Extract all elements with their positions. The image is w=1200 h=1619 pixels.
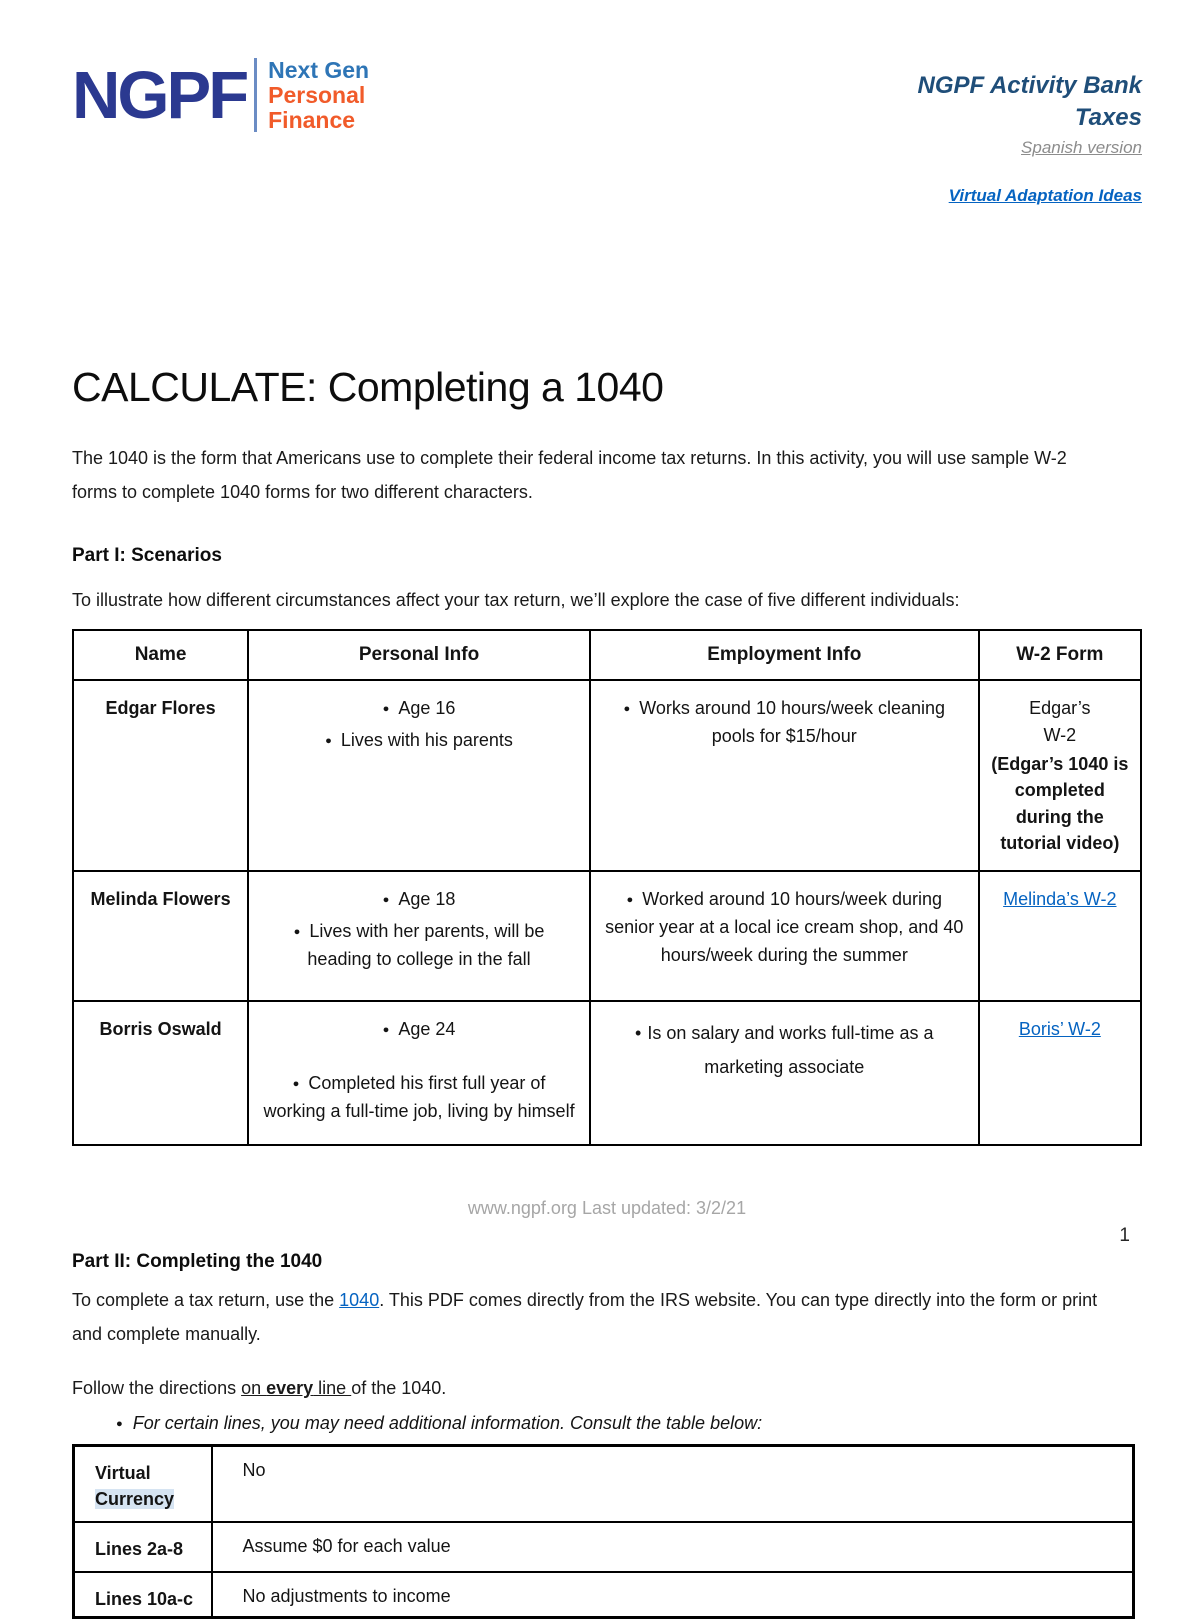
personal-info-cell: Age 18 Lives with her parents, will be h…	[247, 869, 591, 1002]
consult-table-bullet: For certain lines, you may need addition…	[116, 1413, 1142, 1434]
personal-bullet: Lives with his parents	[259, 727, 579, 755]
w2-form-cell: Melinda’s W-2	[977, 869, 1143, 1002]
intro-paragraph: The 1040 is the form that Americans use …	[72, 447, 1067, 502]
scenarios-table: Name Personal Info Employment Info W-2 F…	[71, 629, 1143, 1146]
part2-heading: Part II: Completing the 1040	[72, 1250, 323, 1272]
header-name: Name	[71, 629, 250, 682]
currency-highlighted-label: Currency	[95, 1489, 175, 1510]
follow-bold-every: every	[266, 1378, 314, 1399]
part2-paragraph-post: . This PDF comes directly from the IRS w…	[72, 1289, 1098, 1344]
boris-w2-link[interactable]: Boris’ W-2	[1018, 1018, 1101, 1039]
table-row-lines-10a-c: Lines 10a-c No adjustments to income	[72, 1570, 1134, 1619]
form-1040-link[interactable]: 1040	[339, 1289, 380, 1310]
additional-info-table: Virtual Currency No Lines 2a-8 Assume $0…	[72, 1444, 1135, 1619]
virtual-label: Virtual	[95, 1463, 151, 1484]
name-cell: Borris Oswald	[71, 999, 250, 1146]
logo-wordmark-line1: Next Gen	[268, 57, 370, 83]
personal-bullet: Lives with her parents, will be heading …	[259, 918, 579, 974]
subject-label: Taxes	[1074, 104, 1142, 132]
part1-lead: To illustrate how different circumstance…	[72, 590, 960, 611]
name-cell: Edgar Flores	[71, 679, 250, 872]
personal-bullet: Completed his first full year of working…	[259, 1070, 579, 1126]
ngpf-logo-acronym: NGPF	[72, 57, 249, 133]
table-row-edgar: Edgar Flores Age 16 Lives with his paren…	[71, 679, 1143, 872]
table-row-lines-2a-8: Lines 2a-8 Assume $0 for each value	[72, 1520, 1134, 1573]
page-number: 1	[1119, 1224, 1130, 1246]
row-value-cell: No adjustments to income	[210, 1570, 1134, 1619]
table-row-virtual-currency: Virtual Currency No	[72, 1444, 1134, 1523]
table-header-row: Name Personal Info Employment Info W-2 F…	[71, 629, 1143, 682]
follow-underlined-line: line	[313, 1378, 352, 1399]
header-personal-info: Personal Info	[247, 629, 591, 682]
virtual-adaptation-link[interactable]: Virtual Adaptation Ideas	[948, 185, 1142, 205]
part2-paragraph: To complete a tax return, use the 1040. …	[72, 1283, 1102, 1351]
ngpf-logo: NGPF Next Gen Personal Finance	[72, 57, 369, 133]
personal-bullet: Age 18	[259, 886, 579, 914]
name-cell: Melinda Flowers	[71, 869, 250, 1002]
w2-form-cell: Edgar’s W-2 (Edgar’s 1040 is completed d…	[977, 679, 1143, 872]
melinda-w2-link[interactable]: Melinda’s W-2	[1003, 888, 1117, 909]
table-row-melinda: Melinda Flowers Age 18 Lives with her pa…	[71, 869, 1143, 1002]
w2-form-cell: Boris’ W-2	[977, 999, 1143, 1146]
personal-info-cell: Age 24 Completed his first full year of …	[247, 999, 591, 1146]
employment-bullet: Worked around 10 hours/week during senio…	[601, 886, 968, 970]
logo-divider	[254, 58, 258, 133]
document-footer-text: www.ngpf.org Last updated: 3/2/21	[467, 1197, 747, 1218]
page-title: CALCULATE: Completing a 1040	[72, 363, 664, 410]
logo-wordmark-line3: Finance	[268, 106, 356, 133]
activity-bank-label: NGPF Activity Bank	[917, 72, 1143, 99]
personal-info-cell: Age 16 Lives with his parents	[247, 679, 591, 872]
spanish-version-link[interactable]: Spanish version	[1021, 137, 1142, 157]
follow-pre: Follow the directions	[72, 1378, 242, 1399]
part2-paragraph-pre: To complete a tax return, use the	[72, 1289, 340, 1310]
row-label-cell: Lines 10a-c	[72, 1570, 213, 1619]
row-label-cell: Virtual Currency	[72, 1444, 213, 1523]
header-right-block: NGPF Activity Bank Taxes Spanish version…	[918, 58, 1143, 206]
employment-info-cell: Works around 10 hours/week cleaning pool…	[588, 679, 980, 872]
table-row-borris: Borris Oswald Age 24 Completed his first…	[71, 999, 1143, 1146]
follow-underlined-on: on	[241, 1378, 267, 1399]
header-employment-info: Employment Info	[588, 629, 980, 682]
row-label-cell: Lines 2a-8	[72, 1520, 213, 1573]
logo-wordmark: Next Gen Personal Finance	[268, 58, 369, 132]
row-value-cell: No	[210, 1444, 1134, 1523]
follow-post: of the 1040.	[351, 1378, 447, 1399]
row-value-cell: Assume $0 for each value	[210, 1520, 1134, 1573]
employment-bullet: Is on salary and works full-time as a ma…	[601, 1016, 968, 1084]
logo-wordmark-line2: Personal	[268, 81, 366, 108]
personal-bullet: Age 24	[259, 1016, 579, 1044]
w2-text-line: Edgar’s	[1029, 698, 1091, 719]
part1-heading: Part I: Scenarios	[72, 545, 222, 567]
follow-directions-line: Follow the directions on every line of t…	[72, 1371, 1142, 1405]
employment-info-cell: Is on salary and works full-time as a ma…	[588, 999, 980, 1146]
w2-note: (Edgar’s 1040 is completed during the tu…	[991, 754, 1129, 853]
header-w2-form: W-2 Form	[977, 629, 1143, 682]
employment-bullet: Works around 10 hours/week cleaning pool…	[601, 695, 968, 751]
page-header: NGPF Next Gen Personal Finance NGPF Acti…	[72, 58, 1142, 206]
employment-info-cell: Worked around 10 hours/week during senio…	[588, 869, 980, 1002]
w2-text-line: W-2	[1043, 725, 1077, 746]
personal-bullet: Age 16	[259, 695, 579, 723]
